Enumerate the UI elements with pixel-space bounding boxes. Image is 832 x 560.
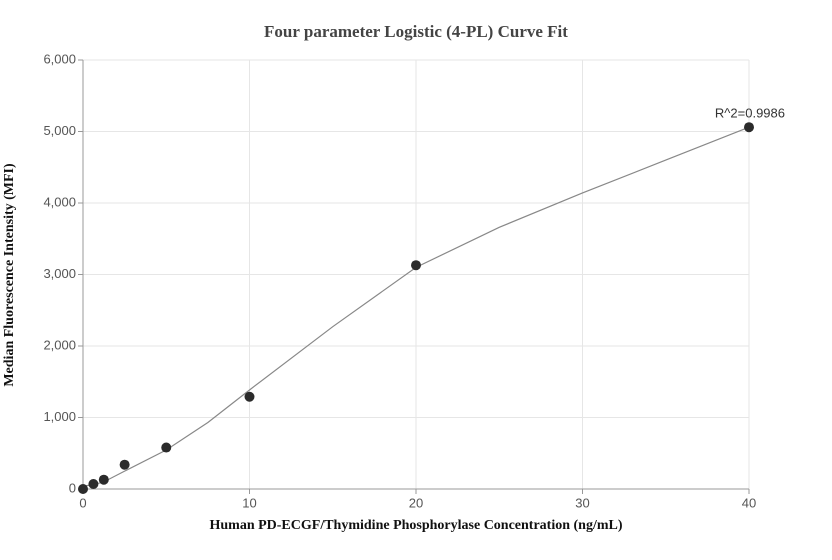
x-tick-label: 20 (409, 495, 423, 510)
data-point (88, 478, 99, 489)
data-point (161, 442, 172, 453)
x-tick-label: 10 (242, 495, 256, 510)
data-point (744, 122, 754, 133)
data-point (411, 260, 421, 271)
annotation: R^2=0.9986 (715, 106, 785, 121)
y-tick-label: 6,000 (43, 51, 76, 66)
y-tick-label: 1,000 (43, 409, 76, 424)
data-point (78, 484, 88, 494)
y-tick-label: 2,000 (43, 337, 76, 352)
data-point (98, 474, 109, 485)
y-tick-label: 3,000 (43, 266, 76, 281)
x-tick-label: 30 (575, 495, 589, 510)
x-axis-title: Human PD-ECGF/Thymidine Phosphorylase Co… (209, 518, 622, 533)
data-point (244, 391, 255, 402)
x-tick-label: 0 (79, 495, 86, 510)
y-axis-title: Median Fluorescence Intensity (MFI) (2, 163, 17, 387)
data-point (119, 459, 130, 470)
y-tick-label: 5,000 (43, 123, 76, 138)
y-tick-label: 0 (69, 480, 76, 495)
x-tick-label: 40 (742, 495, 756, 510)
chart-title: Four parameter Logistic (4-PL) Curve Fit (264, 22, 568, 41)
y-tick-label: 4,000 (43, 194, 76, 209)
